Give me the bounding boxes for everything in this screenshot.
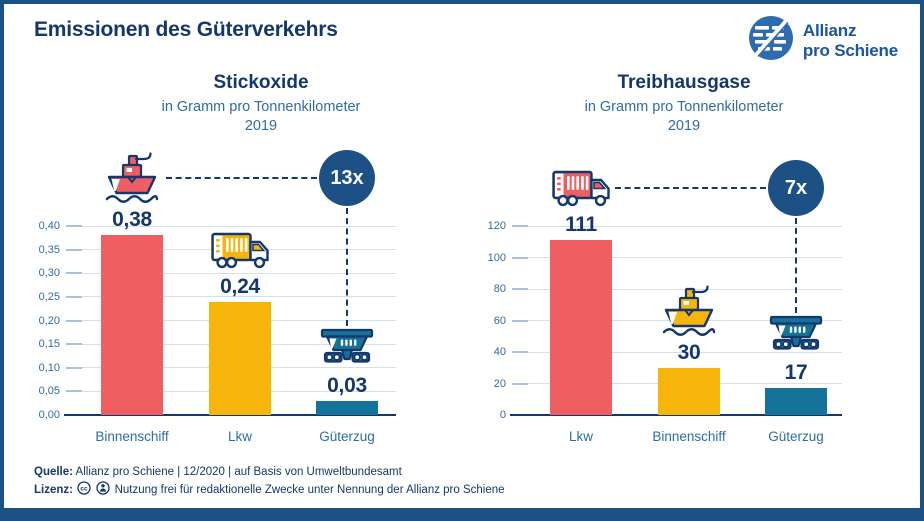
cc-by-icon bbox=[96, 481, 113, 498]
bar bbox=[101, 235, 163, 415]
logo-text-line1: Allianz bbox=[802, 20, 857, 40]
x-axis-label: Güterzug bbox=[768, 429, 824, 444]
multiplier-badge: 7x bbox=[768, 160, 824, 217]
gridline bbox=[66, 225, 396, 227]
ship-icon bbox=[103, 152, 161, 209]
y-axis-tickmark bbox=[66, 248, 82, 251]
bar bbox=[765, 388, 827, 415]
gridline bbox=[512, 225, 842, 227]
gridline bbox=[66, 272, 396, 274]
y-tick-label: 60 bbox=[493, 314, 506, 327]
ship-icon bbox=[660, 285, 718, 342]
source-line: Quelle: Allianz pro Schiene | 12/2020 | … bbox=[34, 463, 505, 481]
left-chart-subtitle: in Gramm pro Tonnenkilometer bbox=[161, 99, 361, 115]
y-axis-tickmark bbox=[512, 288, 528, 290]
y-tick-label: 40 bbox=[493, 346, 506, 358]
gridline bbox=[66, 296, 396, 298]
wagon-icon bbox=[318, 326, 376, 375]
gridline bbox=[512, 351, 842, 353]
logo-text: Allianz pro Schiene bbox=[803, 21, 898, 61]
y-tick-label: 0,10 bbox=[38, 361, 60, 374]
dashed-connector-vertical bbox=[795, 218, 797, 314]
bar bbox=[209, 301, 271, 415]
y-axis-tickmark bbox=[66, 366, 82, 369]
license-line: Lizenz: cc Nutzung frei für redaktionell… bbox=[34, 481, 505, 501]
wagon-icon bbox=[767, 313, 825, 362]
x-axis-label: Lkw bbox=[568, 429, 593, 444]
bar bbox=[550, 240, 612, 415]
gridline bbox=[512, 288, 842, 290]
bar bbox=[316, 400, 378, 415]
y-axis-tickmark bbox=[512, 319, 528, 322]
right-chart-subtitle: in Gramm pro Tonnenkilometer bbox=[584, 99, 784, 115]
x-axis-baseline bbox=[510, 414, 842, 416]
license-text: Nutzung frei für redaktionelle Zwecke un… bbox=[114, 484, 505, 496]
svg-text:cc: cc bbox=[81, 485, 89, 492]
y-tick-label: 0 bbox=[499, 409, 506, 421]
bar-value-label: 0,24 bbox=[220, 274, 260, 298]
right-chart-title: Treibhausgase bbox=[617, 72, 751, 93]
source-label: Quelle: bbox=[34, 466, 73, 478]
source-text: Allianz pro Schiene | 12/2020 | auf Basi… bbox=[75, 466, 402, 478]
bar-value-label: 0,03 bbox=[327, 373, 367, 397]
y-tick-label: 0,00 bbox=[38, 409, 60, 421]
license-label: Lizenz: bbox=[34, 484, 73, 496]
bar-value-label: 0,38 bbox=[112, 208, 152, 232]
cc-icon: cc bbox=[77, 481, 94, 498]
x-axis-baseline bbox=[64, 414, 396, 416]
x-axis-label: Lkw bbox=[227, 429, 252, 444]
right-chart-year: 2019 bbox=[667, 118, 701, 134]
y-tick-label: 0,05 bbox=[38, 385, 60, 398]
y-tick-label: 20 bbox=[493, 377, 506, 390]
bar-value-label: 17 bbox=[784, 361, 808, 385]
x-axis-label: Güterzug bbox=[319, 429, 375, 444]
bar bbox=[658, 367, 720, 415]
y-axis-tickmark bbox=[512, 256, 528, 259]
y-axis-tickmark bbox=[512, 351, 528, 353]
y-axis-tickmark bbox=[66, 295, 82, 298]
multiplier-badge: 13x bbox=[319, 150, 375, 207]
right-chart-title-block: Treibhausgase in Gramm pro Tonnenkilomet… bbox=[502, 72, 866, 134]
dashed-connector-horizontal bbox=[615, 187, 766, 190]
dashed-connector-horizontal bbox=[166, 177, 317, 180]
left-chart-year: 2019 bbox=[244, 118, 278, 134]
truck-icon bbox=[551, 167, 611, 214]
y-axis-tickmark bbox=[66, 225, 82, 227]
y-tick-label: 0,40 bbox=[38, 220, 60, 232]
y-tick-label: 0,20 bbox=[38, 314, 60, 327]
y-axis-tickmark bbox=[66, 319, 82, 322]
bottom-accent-bar bbox=[4, 508, 920, 517]
allianz-pro-schiene-logo: Allianz pro Schiene bbox=[747, 14, 898, 67]
y-tick-label: 0,30 bbox=[38, 267, 60, 280]
page-title: Emissionen des Güterverkehrs bbox=[34, 18, 338, 41]
bar-value-label: 30 bbox=[677, 340, 701, 364]
x-axis-label: Binnenschiff bbox=[95, 429, 169, 444]
x-axis-label: Binnenschiff bbox=[652, 429, 726, 444]
y-axis-tickmark bbox=[66, 390, 82, 393]
y-tick-label: 100 bbox=[487, 251, 506, 264]
y-tick-label: 0,35 bbox=[38, 243, 60, 256]
y-axis-tickmark bbox=[66, 343, 82, 346]
left-chart-title: Stickoxide bbox=[213, 72, 309, 93]
bar-value-label: 111 bbox=[565, 213, 597, 237]
logo-text-line2: pro Schiene bbox=[802, 40, 898, 60]
y-axis-tickmark bbox=[512, 225, 528, 227]
gridline bbox=[512, 257, 842, 258]
truck-icon bbox=[210, 229, 270, 276]
logo-railway-icon bbox=[747, 14, 795, 67]
charts-area: 0,00 0,05 0,10 0,15 0,20 0,25 0,30 0,35 0,40 0,38… bbox=[4, 4, 920, 517]
footer: Quelle: Allianz pro Schiene | 12/2020 | … bbox=[34, 463, 505, 501]
y-axis-tickmark bbox=[512, 382, 528, 385]
y-tick-label: 80 bbox=[493, 283, 506, 295]
left-chart-title-block: Stickoxide in Gramm pro Tonnenkilometer … bbox=[79, 72, 443, 134]
y-tick-label: 0,25 bbox=[38, 290, 60, 303]
y-axis-tickmark bbox=[66, 272, 82, 275]
dashed-connector-vertical bbox=[346, 208, 348, 326]
y-tick-label: 120 bbox=[487, 220, 506, 232]
y-tick-label: 0,15 bbox=[38, 338, 60, 351]
